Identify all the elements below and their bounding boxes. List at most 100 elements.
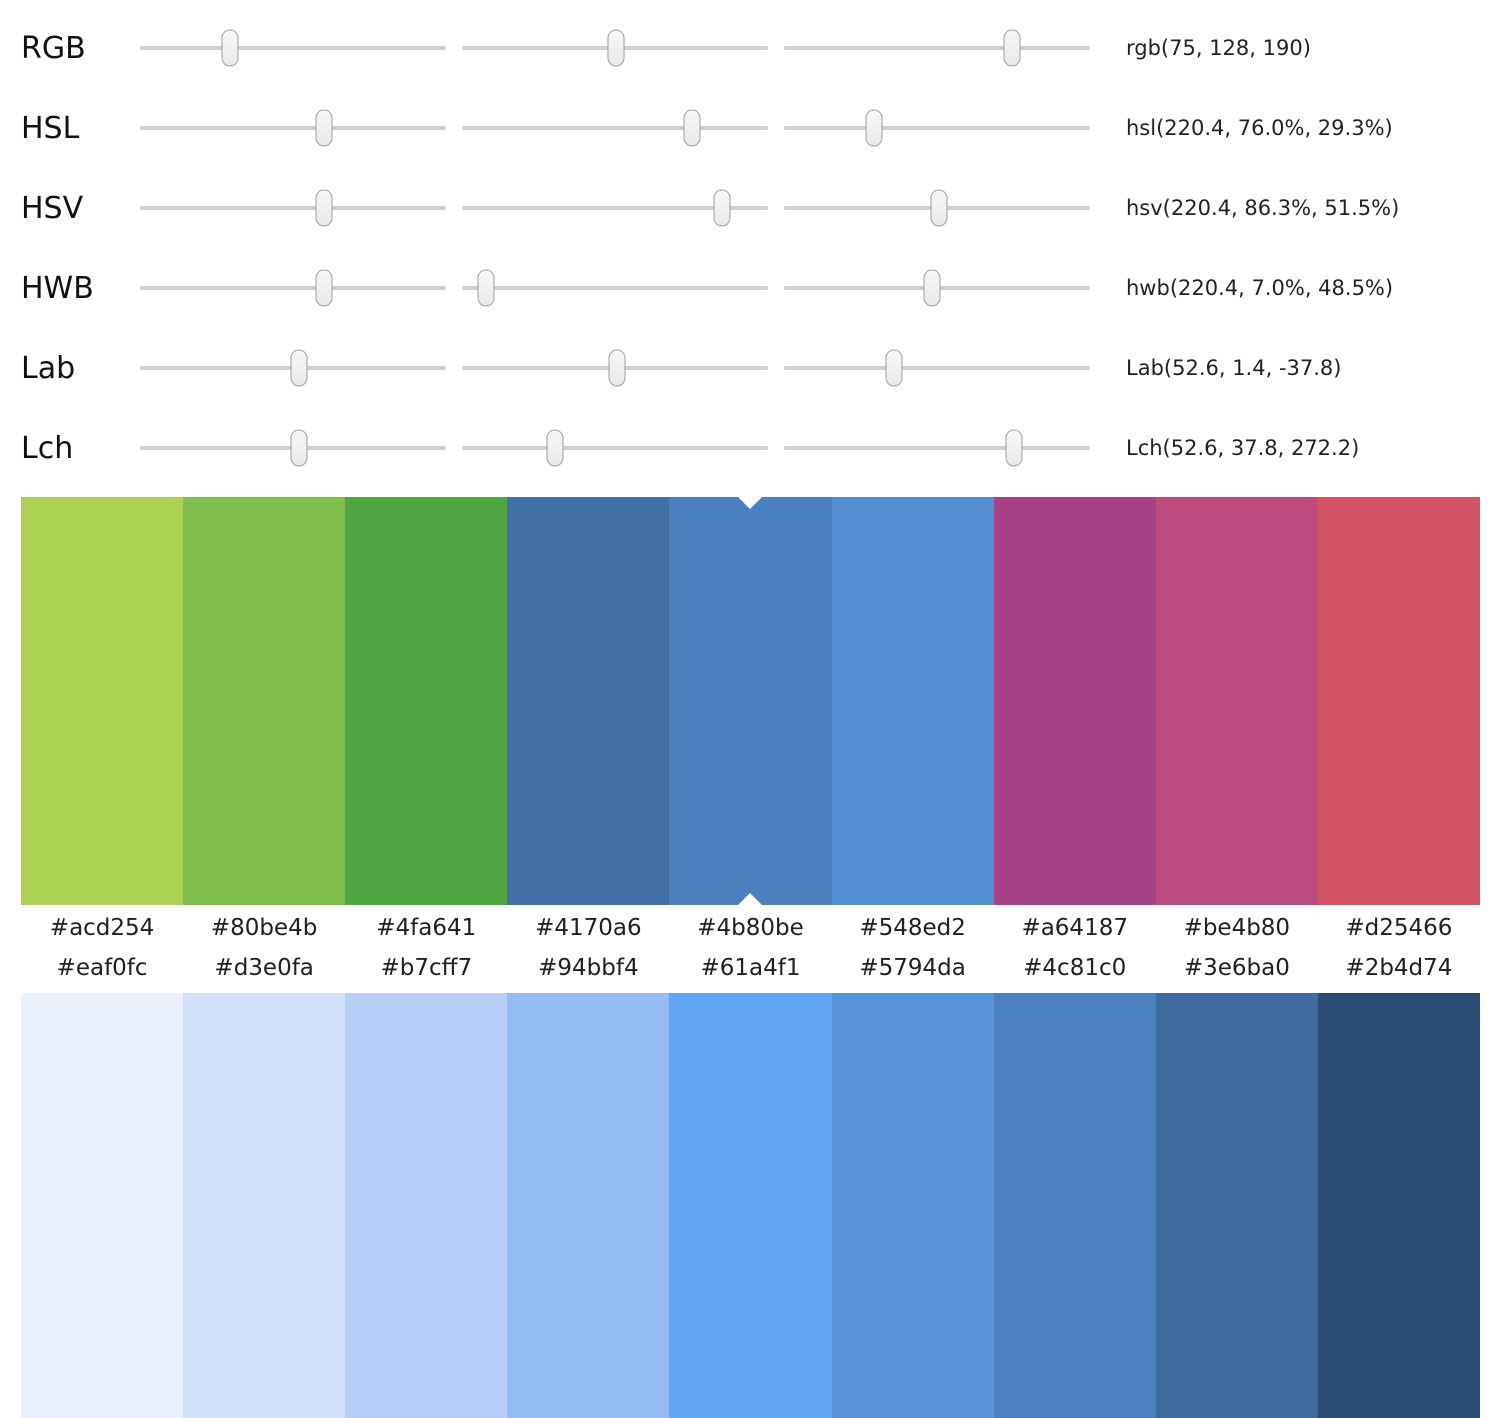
tint-swatch-8[interactable] <box>1317 993 1480 1418</box>
tint-swatch-6[interactable] <box>993 993 1156 1418</box>
slider-track[interactable] <box>462 126 768 130</box>
rgb-blue-slider[interactable] <box>784 26 1090 70</box>
lch-hue-slider[interactable] <box>784 426 1090 470</box>
hue-swatch-7[interactable] <box>1155 497 1318 905</box>
hwb-whiteness-slider[interactable] <box>462 266 768 310</box>
slider-track[interactable] <box>784 126 1090 130</box>
tint-palette <box>21 993 1480 1418</box>
slider-thumb[interactable] <box>315 189 333 227</box>
hue-swatch-8[interactable] <box>1317 497 1480 905</box>
tint-hex-label-1: #d3e0fa <box>214 955 314 981</box>
hsl-hue-slider[interactable] <box>140 106 446 150</box>
slider-thumb[interactable] <box>713 189 731 227</box>
rgb-green-slider[interactable] <box>462 26 768 70</box>
slider-track[interactable] <box>462 286 768 290</box>
slider-row-lab: Lab Lab(52.6, 1.4, -37.8) <box>21 328 1501 408</box>
tint-hex-label-3: #94bbf4 <box>538 955 639 981</box>
slider-thumb[interactable] <box>290 429 308 467</box>
slider-thumb[interactable] <box>1003 29 1021 67</box>
tint-swatch-1[interactable] <box>183 993 346 1418</box>
slider-row-lch: Lch Lch(52.6, 37.8, 272.2) <box>21 408 1501 488</box>
model-label-hsl: HSL <box>21 110 80 146</box>
hue-swatch-6[interactable] <box>993 497 1156 905</box>
lab-b-slider[interactable] <box>784 346 1090 390</box>
slider-thumb[interactable] <box>930 189 948 227</box>
slider-track[interactable] <box>462 206 768 210</box>
tint-swatch-0[interactable] <box>21 993 184 1418</box>
slider-thumb[interactable] <box>315 109 333 147</box>
hue-hex-label-4: #4b80be <box>697 915 804 941</box>
slider-track[interactable] <box>784 446 1090 450</box>
tint-hex-label-7: #3e6ba0 <box>1183 955 1290 981</box>
slider-section: RGB rgb(75, 128, 190) HSL <box>0 0 1501 488</box>
model-label-hsv: HSV <box>21 190 84 226</box>
hsl-value-text: hsl(220.4, 76.0%, 29.3%) <box>1126 116 1393 140</box>
hue-swatch-1[interactable] <box>183 497 346 905</box>
lab-value-text: Lab(52.6, 1.4, -37.8) <box>1126 356 1342 380</box>
hue-hex-label-8: #d25466 <box>1345 915 1453 941</box>
slider-thumb[interactable] <box>608 349 626 387</box>
slider-thumb[interactable] <box>477 269 495 307</box>
slider-row-hwb: HWB hwb(220.4, 7.0%, 48.5%) <box>21 248 1501 328</box>
slider-thumb[interactable] <box>221 29 239 67</box>
hue-hex-label-1: #80be4b <box>210 915 318 941</box>
hue-swatch-2[interactable] <box>345 497 508 905</box>
tint-hex-label-5: #5794da <box>859 955 966 981</box>
hue-swatch-0[interactable] <box>21 497 184 905</box>
hwb-blackness-slider[interactable] <box>784 266 1090 310</box>
slider-track[interactable] <box>784 46 1090 50</box>
hue-hex-labels: #acd254 #80be4b #4fa641 #4170a6 #4b80be … <box>21 905 1480 953</box>
tint-hex-label-4: #61a4f1 <box>700 955 801 981</box>
slider-thumb[interactable] <box>923 269 941 307</box>
rgb-value-text: rgb(75, 128, 190) <box>1126 36 1311 60</box>
hue-palette <box>21 497 1480 905</box>
tint-swatch-7[interactable] <box>1155 993 1318 1418</box>
slider-row-rgb: RGB rgb(75, 128, 190) <box>21 8 1501 88</box>
tint-swatch-5[interactable] <box>831 993 994 1418</box>
slider-track[interactable] <box>462 446 768 450</box>
hue-hex-label-3: #4170a6 <box>535 915 642 941</box>
slider-thumb[interactable] <box>683 109 700 147</box>
slider-thumb[interactable] <box>315 269 333 307</box>
lch-l-slider[interactable] <box>140 426 446 470</box>
lch-value-text: Lch(52.6, 37.8, 272.2) <box>1126 436 1360 460</box>
hwb-hue-slider[interactable] <box>140 266 446 310</box>
lab-l-slider[interactable] <box>140 346 446 390</box>
hue-hex-label-5: #548ed2 <box>859 915 966 941</box>
slider-thumb[interactable] <box>290 349 308 387</box>
slider-row-hsv: HSV hsv(220.4, 86.3%, 51.5%) <box>21 168 1501 248</box>
model-label-lch: Lch <box>21 430 74 466</box>
model-label-lab: Lab <box>21 350 76 386</box>
slider-track[interactable] <box>784 366 1090 370</box>
hue-swatch-5[interactable] <box>831 497 994 905</box>
rgb-red-slider[interactable] <box>140 26 446 70</box>
slider-track[interactable] <box>140 206 446 210</box>
hsl-lightness-slider[interactable] <box>784 106 1090 150</box>
slider-track[interactable] <box>140 126 446 130</box>
tint-swatch-3[interactable] <box>507 993 670 1418</box>
hue-swatch-4-selected[interactable] <box>669 497 832 905</box>
lab-a-slider[interactable] <box>462 346 768 390</box>
slider-thumb[interactable] <box>885 349 903 387</box>
hue-swatch-3[interactable] <box>507 497 670 905</box>
slider-track[interactable] <box>140 46 446 50</box>
slider-thumb[interactable] <box>865 109 883 147</box>
hsv-saturation-slider[interactable] <box>462 186 768 230</box>
tint-swatch-2[interactable] <box>345 993 508 1418</box>
hue-hex-label-2: #4fa641 <box>376 915 477 941</box>
hsl-saturation-slider[interactable] <box>462 106 768 150</box>
slider-thumb[interactable] <box>1005 429 1022 467</box>
slider-row-hsl: HSL hsl(220.4, 76.0%, 29.3%) <box>21 88 1501 168</box>
hue-hex-label-7: #be4b80 <box>1183 915 1291 941</box>
tint-hex-label-6: #4c81c0 <box>1023 955 1127 981</box>
slider-track[interactable] <box>140 286 446 290</box>
slider-thumb[interactable] <box>607 29 625 67</box>
tint-hex-labels: #eaf0fc #d3e0fa #b7cff7 #94bbf4 #61a4f1 … <box>21 953 1480 993</box>
slider-thumb[interactable] <box>546 429 564 467</box>
tint-swatch-4[interactable] <box>669 993 832 1418</box>
hsv-hue-slider[interactable] <box>140 186 446 230</box>
tint-hex-label-8: #2b4d74 <box>1345 955 1453 981</box>
lch-chroma-slider[interactable] <box>462 426 768 470</box>
hsv-value-slider[interactable] <box>784 186 1090 230</box>
